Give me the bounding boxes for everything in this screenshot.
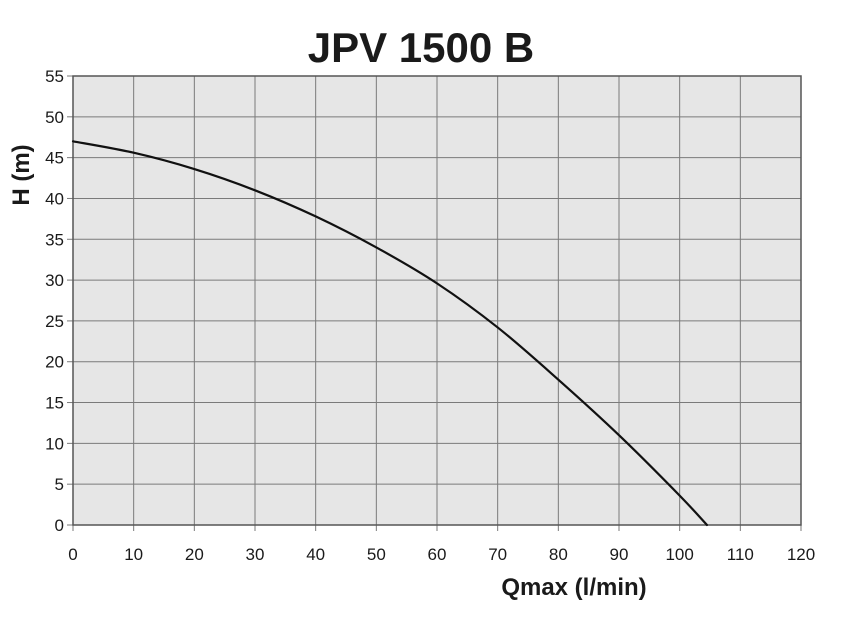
x-tick-label: 100 <box>665 545 693 564</box>
x-tick-label: 20 <box>185 545 204 564</box>
x-tick-label: 90 <box>610 545 629 564</box>
y-tick-label: 20 <box>45 353 64 372</box>
y-axis-label: H (m) <box>8 144 35 205</box>
x-tick-label: 30 <box>246 545 265 564</box>
x-tick-label: 80 <box>549 545 568 564</box>
x-tick-label: 40 <box>306 545 325 564</box>
y-tick-label: 15 <box>45 394 64 413</box>
y-tick-label: 30 <box>45 271 64 290</box>
y-tick-label: 45 <box>45 149 64 168</box>
plot-area: 0 10 20 30 40 50 60 70 80 90 100 110 120 0 5 10 15 20 25 30… <box>45 67 815 564</box>
x-tick-label: 70 <box>488 545 507 564</box>
y-tick-label: 50 <box>45 108 64 127</box>
x-tick-label: 10 <box>124 545 143 564</box>
pump-curve-line <box>71 140 709 527</box>
x-tick-label: 60 <box>428 545 447 564</box>
chart-title: JPV 1500 B <box>308 24 535 71</box>
x-tick-label: 120 <box>787 545 815 564</box>
y-tick-label: 0 <box>55 516 64 535</box>
y-tick-label: 40 <box>45 189 64 208</box>
y-tick-label: 5 <box>55 475 64 494</box>
y-tick-label: 55 <box>45 67 64 86</box>
y-tick-label: 10 <box>45 434 64 453</box>
x-axis-label: Qmax (l/min) <box>501 574 646 601</box>
y-tick-label: 35 <box>45 230 64 249</box>
y-tick-label: 25 <box>45 312 64 331</box>
x-tick-label: 110 <box>727 545 754 564</box>
x-tick-label: 0 <box>68 545 77 564</box>
plot-border <box>72 75 802 526</box>
x-tick-label: 50 <box>367 545 386 564</box>
